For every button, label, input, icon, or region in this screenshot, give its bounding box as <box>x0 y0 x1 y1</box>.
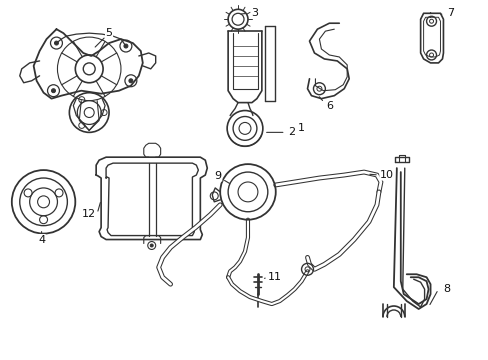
Circle shape <box>51 89 55 93</box>
Text: 9: 9 <box>214 171 222 181</box>
Text: 10: 10 <box>379 170 393 180</box>
Circle shape <box>129 79 133 83</box>
Text: 5: 5 <box>105 28 112 38</box>
Text: 7: 7 <box>446 8 453 18</box>
Text: 1: 1 <box>298 123 305 134</box>
Text: 6: 6 <box>325 100 332 111</box>
Text: 4: 4 <box>38 234 45 244</box>
Text: 3: 3 <box>251 8 258 18</box>
Text: 2: 2 <box>287 127 295 138</box>
Text: 8: 8 <box>442 284 449 294</box>
Text: 12: 12 <box>82 209 96 219</box>
Circle shape <box>150 244 153 247</box>
Circle shape <box>54 41 59 45</box>
Circle shape <box>123 44 128 48</box>
Text: 11: 11 <box>267 272 281 282</box>
